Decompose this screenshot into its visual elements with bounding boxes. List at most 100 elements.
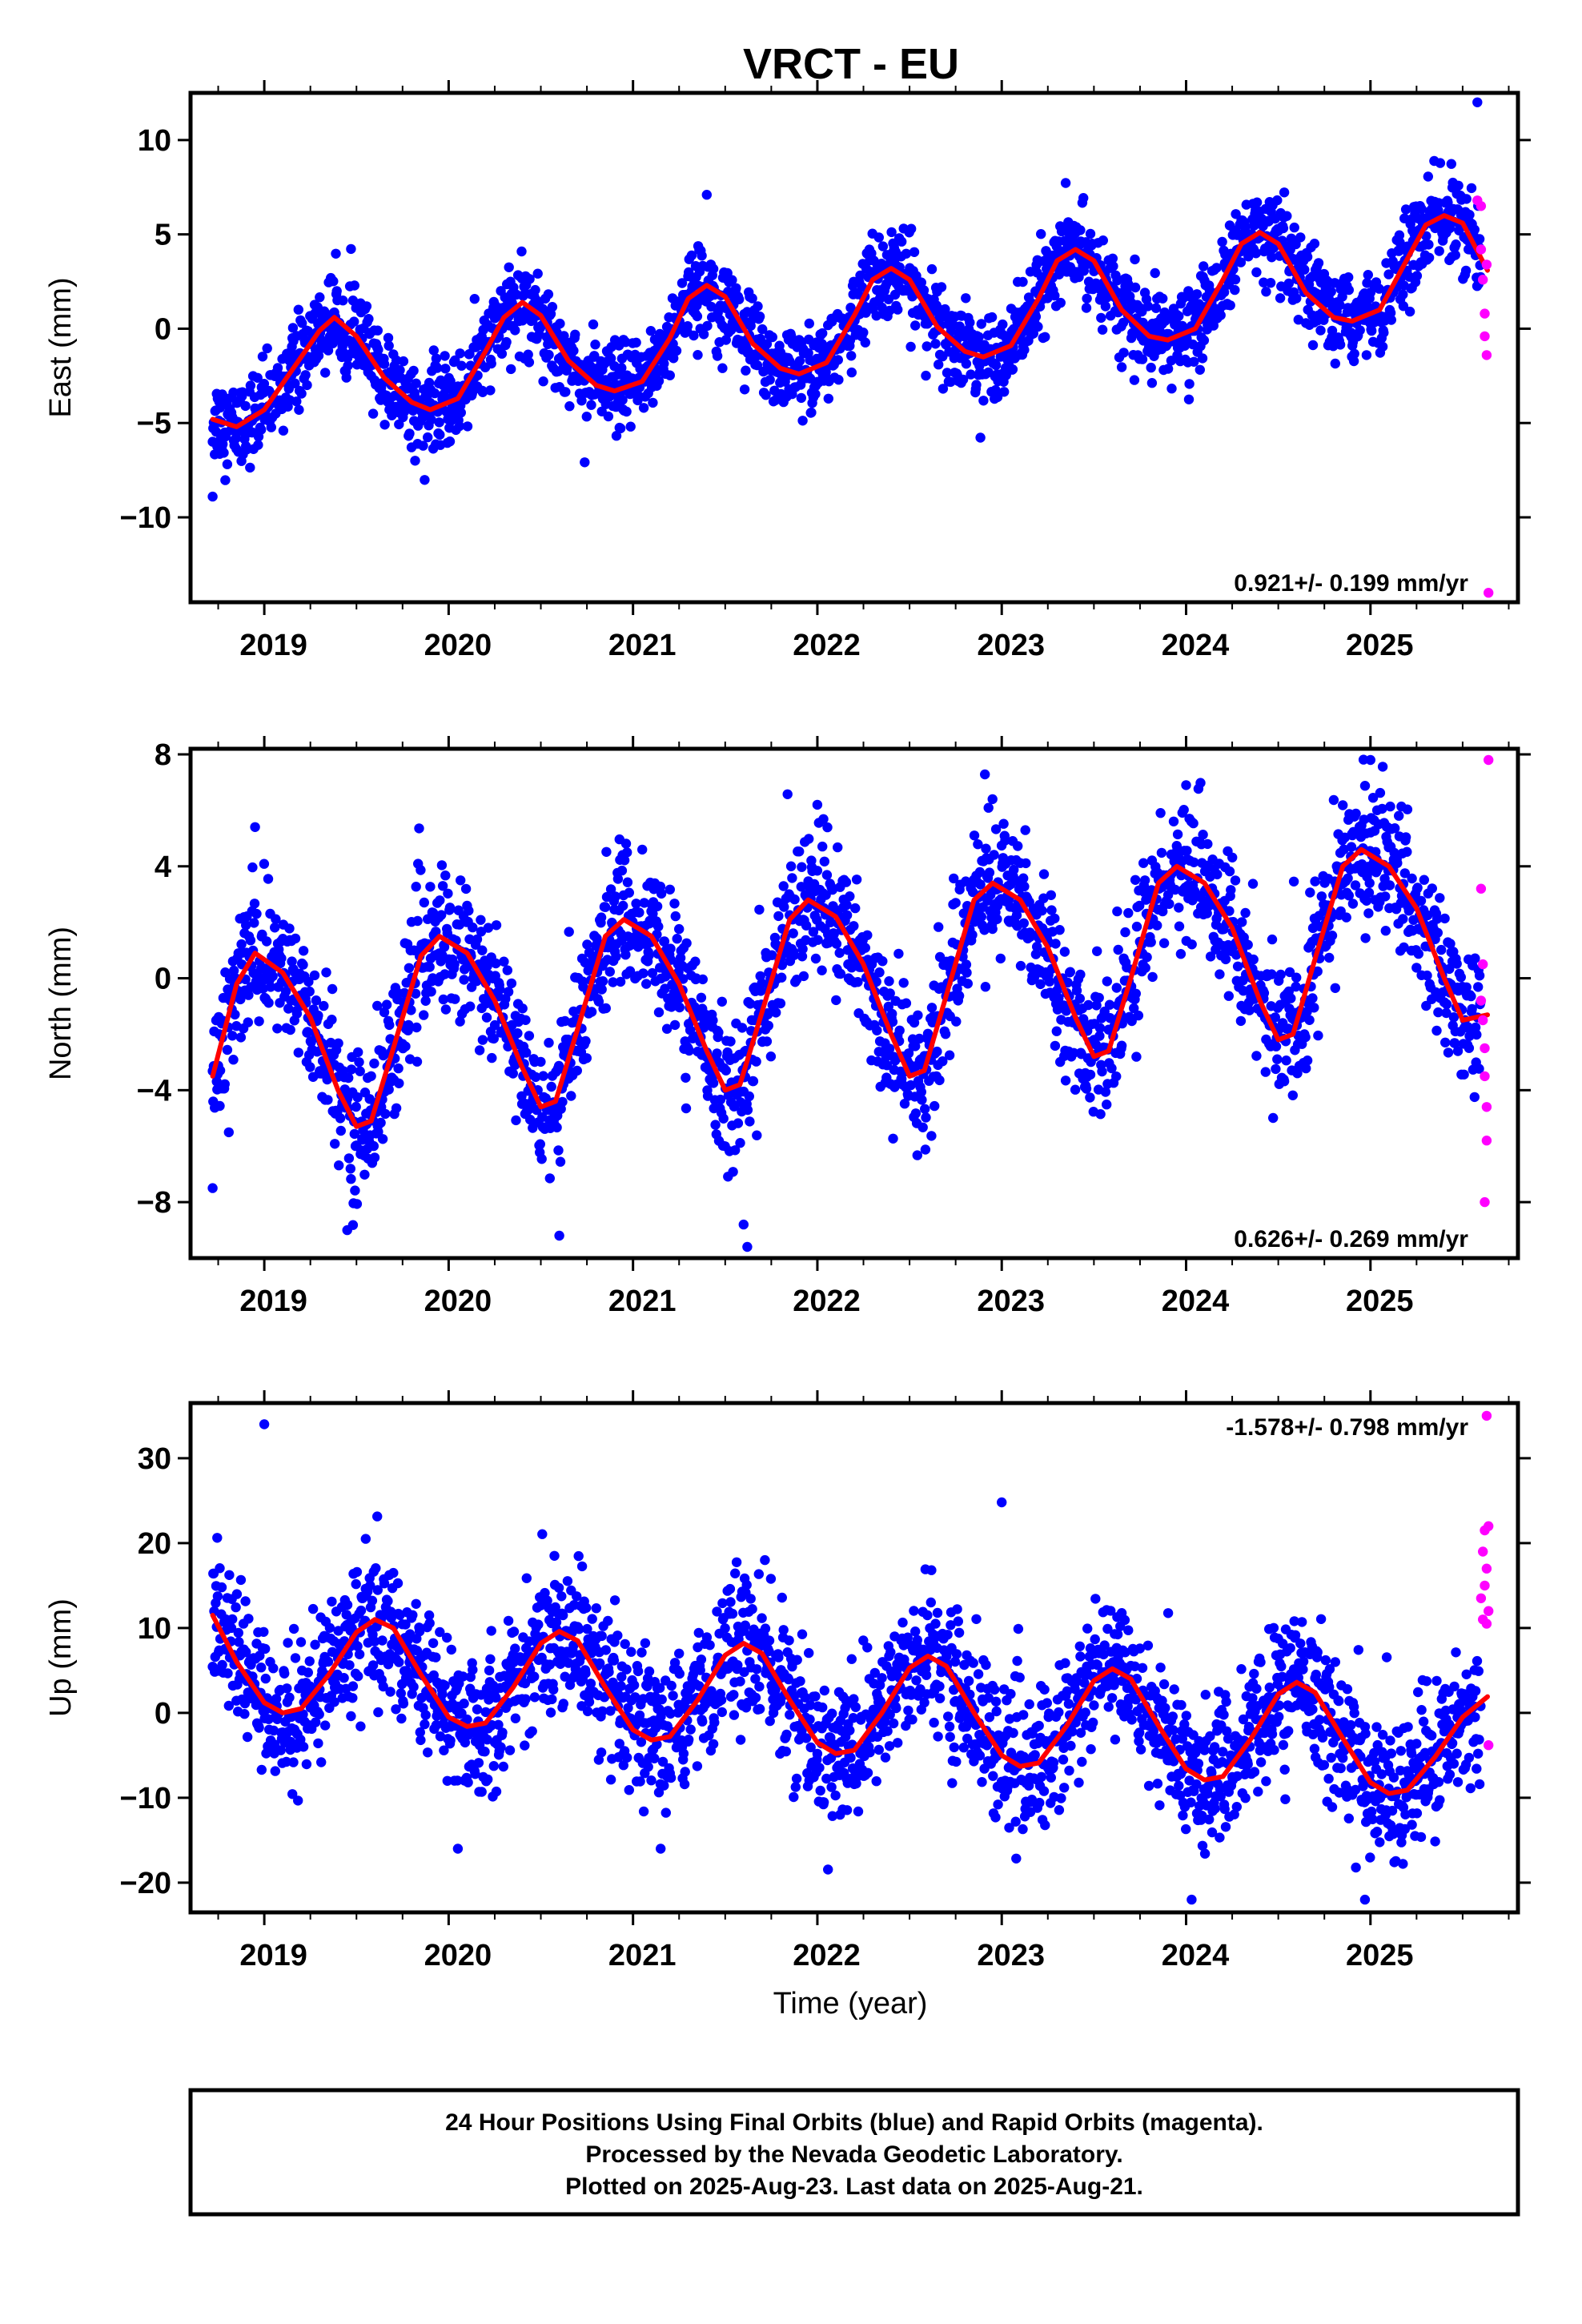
east-point-772 <box>631 337 641 348</box>
north-point-1968 <box>1302 1055 1313 1066</box>
north-point-1315 <box>934 922 944 932</box>
east-point-611 <box>543 289 554 300</box>
north-point-1546 <box>1060 1076 1071 1086</box>
north-point-807 <box>653 1007 665 1018</box>
east-point-602 <box>538 376 548 387</box>
north-point-344 <box>394 1078 404 1089</box>
east-point-1735 <box>1162 364 1174 374</box>
north-point-218 <box>327 1015 337 1025</box>
north-point-1455 <box>1011 910 1022 921</box>
east-point-742 <box>615 423 626 434</box>
north-point-1408 <box>984 867 995 878</box>
east-point-867 <box>682 321 693 332</box>
north-point-1366 <box>962 967 972 978</box>
north-point-1619 <box>1102 976 1113 987</box>
north-point-464 <box>464 905 474 916</box>
north-point-1612 <box>1097 1066 1107 1077</box>
north-point-2103 <box>1377 762 1388 772</box>
east-point-2280 <box>1460 265 1472 276</box>
north-point-459 <box>460 883 472 895</box>
east-point-1436 <box>999 387 1010 397</box>
north-point-1053 <box>789 950 800 961</box>
east-point-1277 <box>909 247 920 257</box>
up-point-137 <box>283 1638 293 1648</box>
up-point-98 <box>260 1673 271 1684</box>
east-rapid-point-6 <box>1484 588 1494 598</box>
north-point-386 <box>419 1010 429 1020</box>
north-point-2071 <box>1359 781 1371 791</box>
north-point-1618 <box>1102 1100 1112 1110</box>
east-point-2296 <box>1469 224 1480 235</box>
north-point-1704 <box>1152 920 1162 931</box>
north-point-921 <box>713 1027 724 1038</box>
north-point-1047 <box>785 861 797 871</box>
east-point-95 <box>257 352 268 362</box>
north-point-374 <box>412 1056 423 1067</box>
east-point-2253 <box>1446 159 1457 169</box>
up-point-14 <box>215 1563 225 1574</box>
north-point-1685 <box>1140 963 1150 973</box>
north-point-1290 <box>920 1144 931 1155</box>
east-point-2266 <box>1453 180 1464 191</box>
east-point-1220 <box>877 241 889 251</box>
east-point-885 <box>693 350 703 360</box>
east-point-128 <box>278 425 289 436</box>
north-point-1519 <box>1046 890 1057 901</box>
north-point-1534 <box>1054 993 1064 1003</box>
north-point-806 <box>653 921 664 932</box>
north-point-414 <box>435 895 445 906</box>
north-point-192 <box>313 1010 323 1021</box>
east-point-2034 <box>1327 325 1338 336</box>
north-point-2008 <box>1324 952 1335 963</box>
east-point-398 <box>426 414 436 425</box>
north-point-1232 <box>887 1016 898 1027</box>
north-point-2080 <box>1364 878 1375 889</box>
east-point-227 <box>331 248 341 259</box>
east-point-1835 <box>1217 236 1227 247</box>
north-point-1283 <box>916 1087 927 1097</box>
north-point-480 <box>472 934 483 945</box>
east-point-928 <box>717 363 728 373</box>
east-point-315 <box>379 359 390 369</box>
east-point-1787 <box>1191 289 1203 300</box>
east-point-422 <box>440 364 451 374</box>
east-point-548 <box>510 325 520 336</box>
north-point-1450 <box>1009 864 1019 875</box>
north-point-294 <box>368 1140 379 1152</box>
north-point-185 <box>309 970 320 981</box>
north-point-1065 <box>797 951 808 962</box>
north-point-957 <box>733 1118 744 1128</box>
north-point-2219 <box>1441 999 1452 1010</box>
north-point-1555 <box>1065 967 1076 977</box>
north-point-301 <box>372 1000 383 1011</box>
north-rapid-point-0 <box>1476 883 1487 894</box>
east-point-1398 <box>978 396 989 406</box>
north-point-1530 <box>1051 1026 1062 1036</box>
east-point-1781 <box>1187 339 1199 350</box>
north-point-94 <box>259 858 270 869</box>
north-point-1365 <box>961 959 972 970</box>
north-point-92 <box>258 983 268 994</box>
north-point-2041 <box>1343 873 1353 884</box>
east-point-1007 <box>761 339 773 349</box>
north-point-769 <box>634 907 644 918</box>
east-point-1236 <box>886 227 897 238</box>
east-xtick-label-6: 2025 <box>1346 629 1414 662</box>
east-point-206 <box>320 368 331 378</box>
north-point-1912 <box>1271 1041 1282 1051</box>
east-point-719 <box>603 411 614 422</box>
east-point-1451 <box>1007 364 1018 375</box>
east-point-2209 <box>1423 171 1434 182</box>
north-point-13 <box>215 1065 226 1076</box>
north-point-315 <box>379 1007 390 1018</box>
north-point-1501 <box>1037 905 1047 916</box>
east-point-944 <box>725 324 737 336</box>
north-point-64 <box>243 990 254 1000</box>
east-point-1375 <box>965 317 975 328</box>
north-point-518 <box>491 920 502 931</box>
east-point-1243 <box>889 289 901 300</box>
east-point-1859 <box>1230 274 1241 285</box>
north-point-535 <box>502 965 512 975</box>
north-point-2217 <box>1440 1037 1451 1048</box>
